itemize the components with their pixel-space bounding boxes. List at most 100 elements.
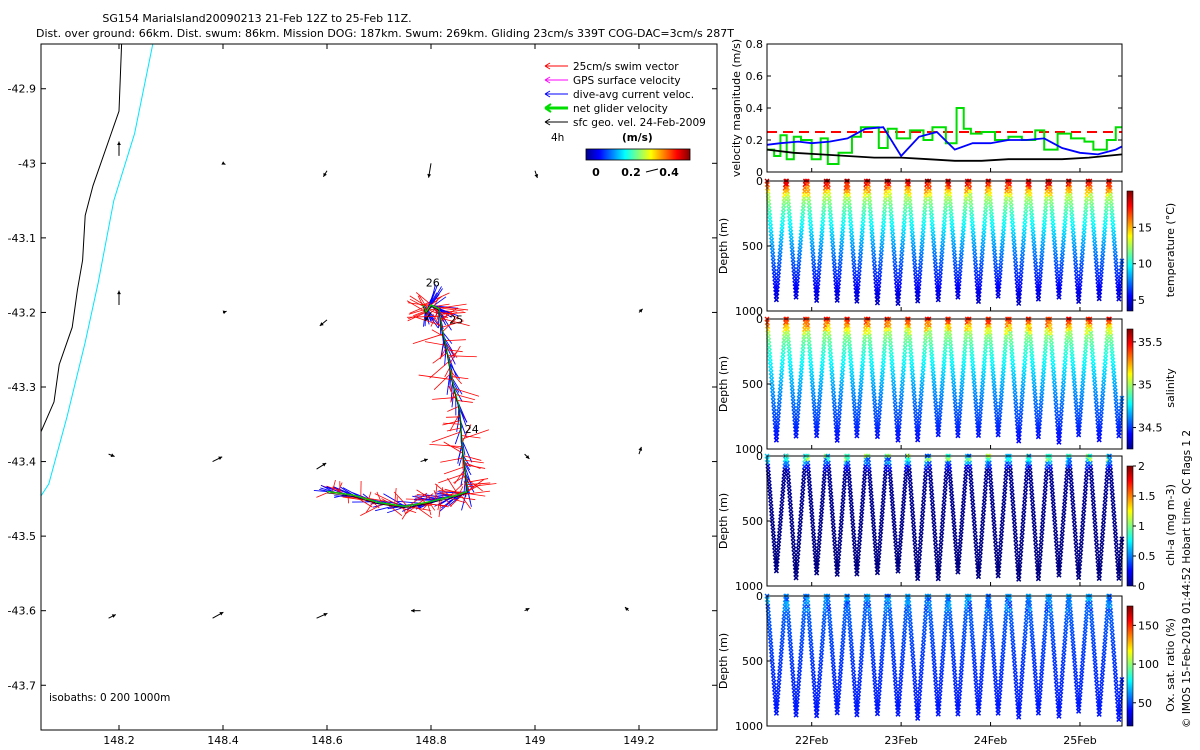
sfc-geo-vector-head [525, 455, 530, 459]
swim-vector [434, 484, 438, 501]
swim-vector [442, 420, 461, 426]
swim-vector [376, 491, 382, 504]
swim-vector [461, 429, 490, 440]
dac-vector [383, 493, 406, 507]
dac-vector [342, 487, 362, 498]
map-x-tick-label: 148.4 [207, 734, 239, 747]
swim-vector [463, 455, 482, 461]
velocity-series [766, 107, 1123, 165]
legend-label-net: net glider velocity [573, 103, 668, 115]
dac-vector [457, 406, 460, 422]
swim-vector [461, 424, 472, 444]
sfc-geo-vector [319, 319, 328, 327]
sfc-geo-vector-head [425, 316, 429, 321]
map-colorbar-title: (m/s) [622, 132, 653, 144]
dac-vector [422, 304, 435, 318]
dac-vector [459, 420, 467, 438]
velocity-plot-area [767, 44, 1122, 172]
profile-colorbar-tick-label: 2 [1138, 460, 1145, 473]
swim-vector [451, 376, 469, 380]
map-cbar-tick-0: 0 [592, 166, 600, 179]
swim-vector [457, 400, 473, 403]
map-day-label: 24 [465, 423, 479, 436]
dac-vector [458, 453, 464, 467]
map-y-tick-label: -43.3 [8, 381, 36, 394]
swim-vector [431, 431, 462, 443]
sfc-geo-vector [420, 458, 428, 463]
swim-vector [374, 493, 400, 506]
velocity-y-tick-label: 0.8 [746, 38, 764, 51]
swim-vector [446, 349, 463, 353]
swim-vector [447, 351, 458, 359]
isobath-1000m-line [41, 44, 154, 497]
swim-vector [441, 320, 464, 328]
sfc-geo-vector [212, 456, 223, 463]
swim-vector [407, 311, 427, 320]
profile-y-tick-label: 0 [756, 175, 763, 188]
velocity-series-line [766, 148, 1123, 162]
swim-vector [414, 495, 427, 503]
swim-vector [414, 316, 442, 326]
swim-vector [389, 503, 417, 513]
swim-vector [401, 504, 412, 520]
swim-vector [408, 492, 428, 506]
dac-vector [459, 409, 468, 423]
velocity-panel: 00.20.40.60.8 velocity magnitude (m/s) [730, 38, 1123, 179]
profile-colorbar-tick-label: 1.5 [1138, 490, 1156, 503]
swim-vector [413, 504, 433, 519]
sfc-geo-vector-head [525, 608, 530, 612]
swim-vector [424, 341, 446, 346]
legend-label-gps: GPS surface velocity [573, 75, 681, 87]
swim-vector [409, 295, 430, 309]
map-glider-track [313, 284, 497, 520]
profile-colorbar-tick-label: 5 [1138, 294, 1145, 307]
sfc-geo-vector [638, 308, 643, 313]
sfc-geo-vector-head [117, 141, 121, 145]
dac-vector [397, 500, 422, 504]
profile-ylabel: Depth (m) [717, 356, 730, 412]
swim-vector [467, 484, 481, 492]
swim-vector [438, 498, 442, 518]
swim-vector [459, 493, 472, 509]
swim-vector [432, 313, 443, 330]
sfc-geo-vector [108, 614, 117, 619]
swim-vector [418, 374, 452, 380]
map-panel: SG154 MariaIsland20090213 21-Feb 12Z to … [8, 12, 735, 747]
velocity-y-tick-label: 0.4 [746, 102, 764, 115]
dac-vector [444, 342, 456, 365]
map-x-tick-label: 148.2 [103, 734, 135, 747]
swim-vector [466, 483, 497, 488]
swim-vector [461, 435, 481, 439]
sfc-geo-vector [117, 290, 121, 305]
sfc-geo-vector-head [221, 161, 226, 165]
map-surface-vectors [108, 141, 643, 619]
swim-vector [416, 489, 434, 502]
legend-label-dac: dive-avg current veloc. [573, 89, 694, 101]
swim-vector [331, 479, 336, 493]
profile-colorbar [1126, 465, 1134, 587]
sfc-geo-vector [534, 170, 539, 179]
swim-vector [455, 490, 491, 496]
swim-vector [413, 310, 426, 317]
map-day-label: 25 [449, 314, 463, 327]
sfc-geo-vector-head [534, 174, 539, 178]
swim-vector [407, 302, 431, 307]
dac-vector [423, 310, 426, 327]
sfc-geo-vector-head [411, 608, 415, 613]
legend-item-swim: 25cm/s swim vector [544, 61, 679, 73]
map-x-tick-label: 148.6 [311, 734, 343, 747]
swim-vector [458, 486, 464, 495]
dac-vector [340, 486, 354, 496]
dac-vector [439, 495, 456, 506]
sfc-geo-vector-head [323, 613, 328, 617]
sfc-geo-vector [316, 462, 327, 470]
swim-vector [440, 311, 453, 323]
sfc-geo-vector-head [219, 612, 224, 616]
swim-vector [443, 422, 461, 425]
swim-vector [444, 488, 462, 495]
swim-vector [444, 339, 466, 342]
swim-vector [409, 298, 424, 307]
